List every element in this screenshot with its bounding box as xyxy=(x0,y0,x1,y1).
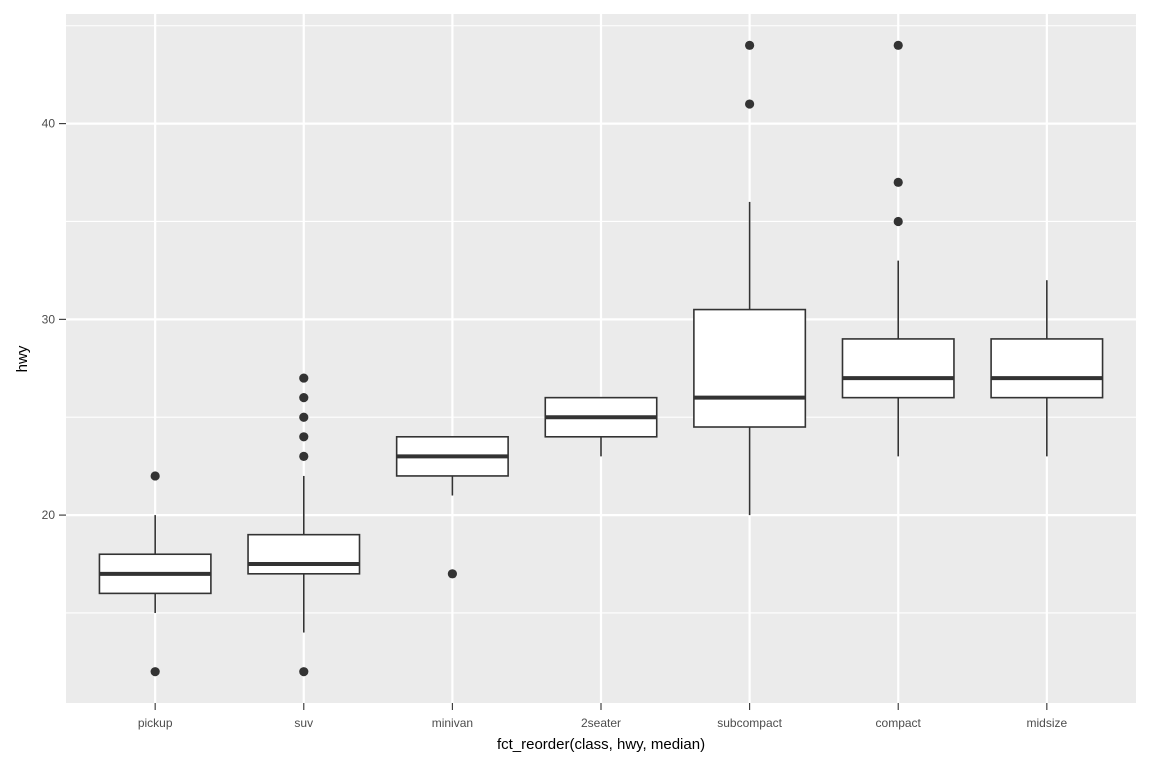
outlier-point xyxy=(150,667,160,677)
box-layer xyxy=(98,40,1104,677)
box-subcompact xyxy=(693,40,807,516)
outlier-point xyxy=(893,40,903,50)
box-minivan xyxy=(395,435,509,579)
x-tick-label: suv xyxy=(294,716,313,730)
x-tick-label: subcompact xyxy=(717,716,782,730)
outlier-point xyxy=(745,99,755,109)
x-tick-label: pickup xyxy=(138,716,173,730)
outlier-point xyxy=(299,432,309,442)
outlier-point xyxy=(893,177,903,187)
x-tick-label: midsize xyxy=(1026,716,1067,730)
y-axis-title: hwy xyxy=(14,345,31,372)
box-pickup xyxy=(98,471,212,677)
outlier-point xyxy=(893,216,903,227)
box-body xyxy=(693,308,807,428)
x-tick-label: 2seater xyxy=(581,716,621,730)
outlier-point xyxy=(299,393,309,403)
y-tick-label: 40 xyxy=(42,117,56,131)
box-midsize xyxy=(990,280,1104,457)
outlier-point xyxy=(447,569,457,579)
x-tick-label: compact xyxy=(876,716,922,730)
outlier-point xyxy=(299,412,309,422)
box-suv xyxy=(247,373,361,677)
outlier-point xyxy=(299,451,309,461)
outlier-point xyxy=(150,471,160,481)
box-body xyxy=(990,338,1104,399)
axis-layer: 20 30 40 pickup suv minivan 2seater subcompact c… xyxy=(42,117,1068,730)
box-body xyxy=(247,533,361,575)
box-compact xyxy=(841,40,955,457)
y-tick-label: 30 xyxy=(42,312,56,326)
y-tick-label: 20 xyxy=(42,508,56,522)
outlier-point xyxy=(299,373,309,383)
outlier-point xyxy=(745,40,755,50)
x-axis-title: fct_reorder(class, hwy, median) xyxy=(497,736,705,753)
box-2seater xyxy=(544,396,658,457)
outlier-point xyxy=(299,667,309,677)
x-tick-label: minivan xyxy=(432,716,473,730)
box-body xyxy=(841,338,955,399)
